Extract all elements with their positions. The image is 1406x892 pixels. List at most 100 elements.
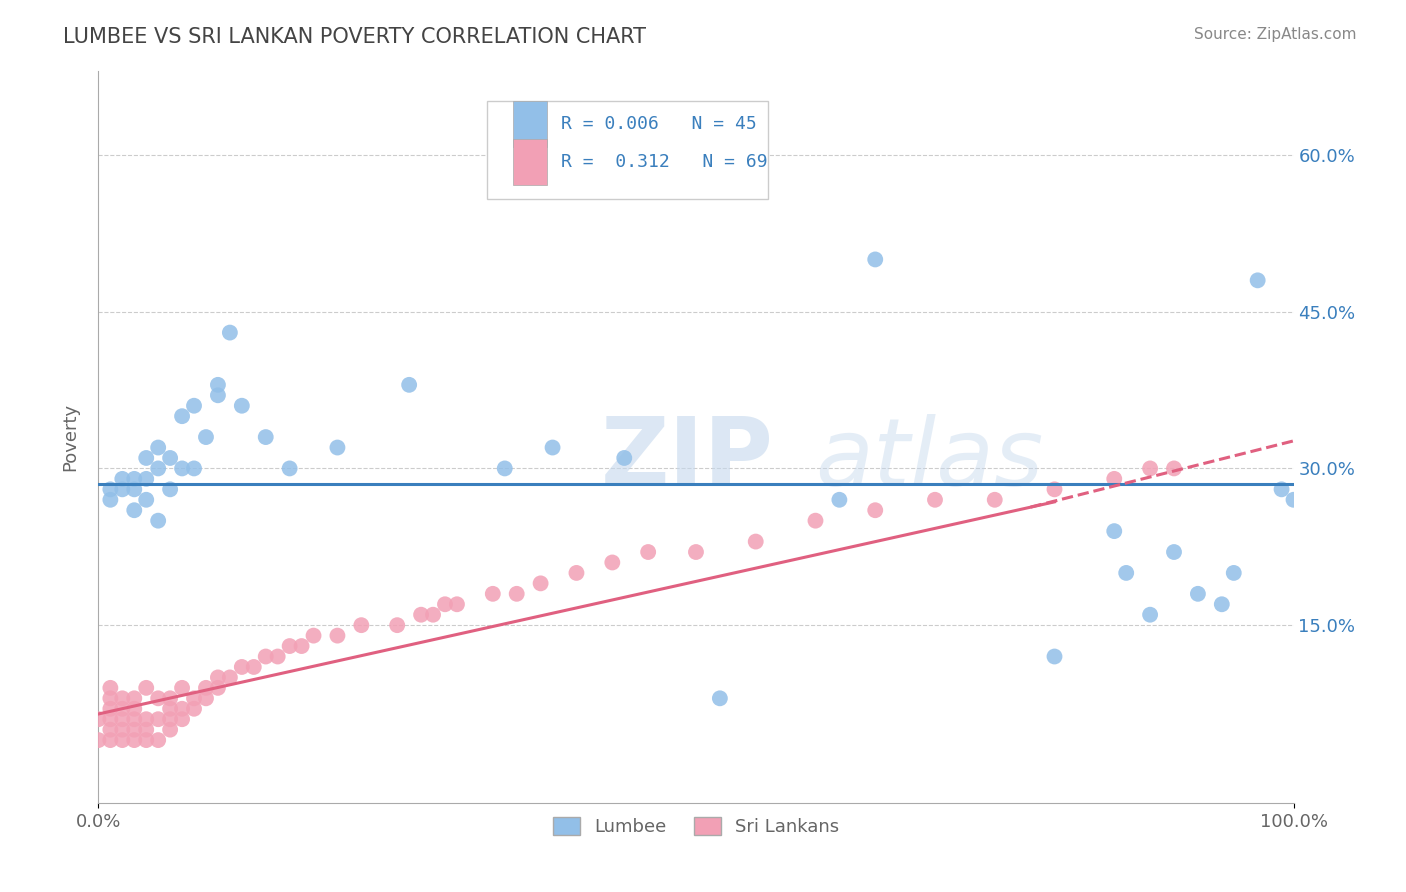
Point (1211, 597, 1233, 611)
Point (530, 576, 553, 591)
Point (1104, 524, 1126, 538)
Point (291, 639, 314, 653)
Point (541, 441, 564, 455)
Point (124, 702, 146, 716)
Point (207, 670, 229, 684)
Text: R = 0.006   N = 45: R = 0.006 N = 45 (561, 115, 756, 133)
Point (1163, 461, 1185, 475)
Point (195, 691, 218, 706)
FancyBboxPatch shape (486, 101, 768, 200)
Point (159, 712, 181, 726)
FancyBboxPatch shape (513, 102, 547, 146)
Point (111, 733, 134, 747)
Point (159, 450, 181, 465)
Point (135, 723, 157, 737)
Point (98, 712, 122, 726)
Point (243, 660, 266, 674)
Point (254, 649, 277, 664)
Point (219, 670, 242, 684)
Point (302, 629, 325, 643)
Point (745, 534, 768, 549)
Point (1223, 566, 1246, 580)
Point (254, 430, 277, 444)
Point (231, 660, 253, 674)
Legend: Lumbee, Sri Lankans: Lumbee, Sri Lankans (544, 807, 848, 845)
Point (98, 483, 122, 497)
Point (1139, 461, 1161, 475)
Point (135, 492, 157, 507)
Point (481, 587, 505, 601)
Point (124, 503, 146, 517)
Point (87, 733, 110, 747)
Point (135, 733, 157, 747)
Point (148, 441, 170, 455)
Point (613, 450, 636, 465)
Point (124, 712, 146, 726)
Point (124, 691, 146, 706)
Point (207, 681, 229, 695)
Point (148, 712, 170, 726)
Point (124, 483, 146, 497)
Point (159, 483, 181, 497)
Point (602, 556, 624, 570)
Point (1139, 607, 1161, 622)
Point (637, 545, 659, 559)
Point (172, 702, 194, 716)
Point (865, 252, 887, 267)
Point (709, 691, 731, 706)
Point (1282, 492, 1305, 507)
Point (219, 326, 242, 340)
Point (98, 691, 122, 706)
Point (1163, 545, 1185, 559)
Point (172, 681, 194, 695)
Point (924, 492, 946, 507)
Y-axis label: Poverty: Poverty (62, 403, 80, 471)
Point (148, 691, 170, 706)
Point (1043, 649, 1066, 664)
Point (87, 712, 110, 726)
Point (111, 483, 134, 497)
Point (1104, 472, 1126, 486)
Point (111, 691, 134, 706)
Point (135, 681, 157, 695)
Point (148, 733, 170, 747)
Point (267, 649, 290, 664)
Point (278, 639, 301, 653)
Point (1115, 566, 1137, 580)
Point (326, 629, 349, 643)
Text: atlas: atlas (815, 414, 1043, 505)
Point (135, 450, 157, 465)
Point (124, 733, 146, 747)
Point (183, 691, 205, 706)
Text: LUMBEE VS SRI LANKAN POVERTY CORRELATION CHART: LUMBEE VS SRI LANKAN POVERTY CORRELATION… (63, 27, 647, 46)
Point (1247, 273, 1270, 287)
Point (565, 566, 588, 580)
Point (98, 702, 122, 716)
Point (111, 702, 134, 716)
Point (98, 681, 122, 695)
Point (183, 399, 205, 413)
Point (172, 409, 194, 424)
Point (231, 399, 253, 413)
Point (135, 472, 157, 486)
Point (111, 472, 134, 486)
Point (398, 377, 420, 392)
Text: R =  0.312   N = 69: R = 0.312 N = 69 (561, 153, 768, 171)
Point (984, 492, 1007, 507)
Point (326, 441, 349, 455)
Point (207, 377, 229, 392)
Point (98, 492, 122, 507)
Point (111, 712, 134, 726)
Text: ZIP: ZIP (600, 413, 773, 505)
Point (135, 712, 157, 726)
Point (159, 723, 181, 737)
Point (350, 618, 373, 632)
Point (148, 514, 170, 528)
Point (111, 723, 134, 737)
Point (195, 430, 218, 444)
Point (124, 723, 146, 737)
Point (385, 618, 409, 632)
Point (411, 607, 433, 622)
Point (1271, 483, 1294, 497)
Point (1043, 483, 1066, 497)
